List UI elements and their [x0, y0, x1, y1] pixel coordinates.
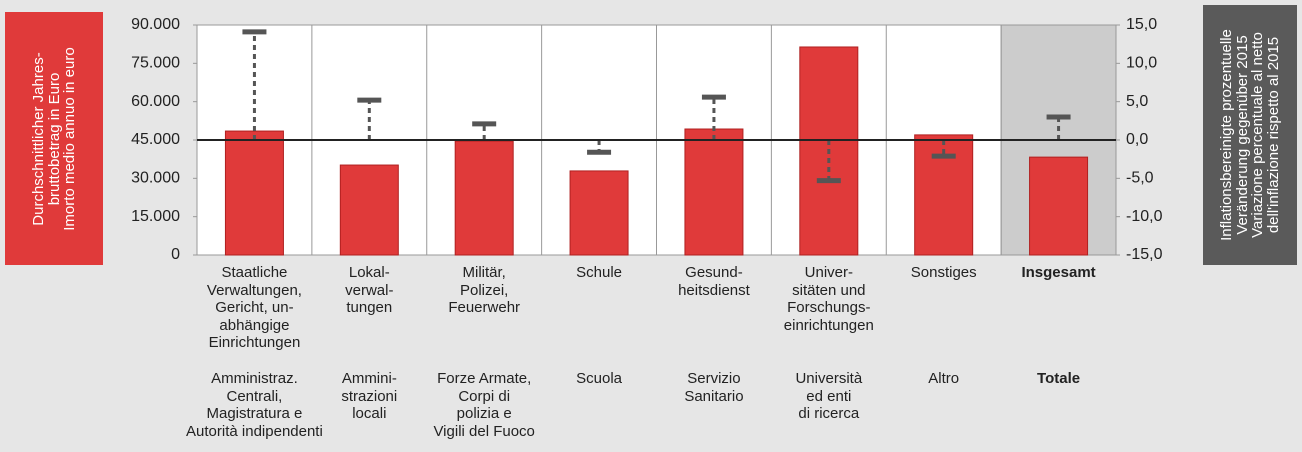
y-tick-label: 75.000	[131, 55, 180, 72]
bar	[684, 128, 744, 256]
category-label: Staatliche Verwaltungen, Gericht, un- ab…	[206, 264, 302, 351]
y2-tick-label: 0,0	[1126, 131, 1148, 148]
y2-label-box: Inflationsbereinigte prozentuelle Veränd…	[1203, 5, 1297, 265]
category-label-it: Servizio Sanitario	[684, 370, 744, 405]
category-label-it: Amministraz. Centrali, Magistratura e Au…	[186, 370, 323, 440]
y2-tick-label: -15,0	[1126, 246, 1163, 263]
bar	[339, 164, 399, 256]
y2-tick-label: 15,0	[1126, 16, 1157, 33]
category-label: Univer- sitäten und Forschungs- einricht…	[783, 264, 874, 334]
y-tick-label: 45.000	[131, 131, 180, 148]
y2-tick-label: -10,0	[1126, 208, 1163, 225]
bar	[224, 130, 284, 256]
category-label: Militär, Polizei, Feuerwehr	[448, 264, 521, 316]
y-tick-label: 0	[171, 246, 180, 263]
category-label-it: Forze Armate, Corpi di polizia e Vigili …	[433, 370, 535, 440]
category-label-it: Ammini- strazioni locali	[341, 370, 398, 422]
category-label: Schule	[576, 264, 622, 281]
y-tick-label: 30.000	[131, 170, 180, 187]
category-label-it: Totale	[1037, 370, 1081, 387]
bar	[454, 140, 514, 256]
category-label: Sonstiges	[910, 264, 977, 281]
bar	[1029, 156, 1089, 256]
category-label-it: Scuola	[576, 370, 622, 387]
y2-tick-label: 5,0	[1126, 93, 1148, 110]
category-label-it: Università ed enti di ricerca	[795, 370, 863, 422]
bar	[569, 170, 629, 256]
y2-tick-label: 10,0	[1126, 55, 1157, 72]
y-tick-label: 15.000	[131, 208, 180, 225]
category-label: Insgesamt	[1021, 264, 1096, 281]
y2-tick-label: -5,0	[1126, 170, 1154, 187]
category-label: Lokal- verwal- tungen	[345, 264, 394, 316]
y-tick-label: 90.000	[131, 16, 180, 33]
y-label-box: Durchschnittlicher Jahres- bruttobetrag …	[5, 12, 103, 265]
category-label: Gesund- heitsdienst	[678, 264, 750, 299]
category-label-it: Altro	[928, 370, 960, 387]
y-tick-label: 60.000	[131, 93, 180, 110]
